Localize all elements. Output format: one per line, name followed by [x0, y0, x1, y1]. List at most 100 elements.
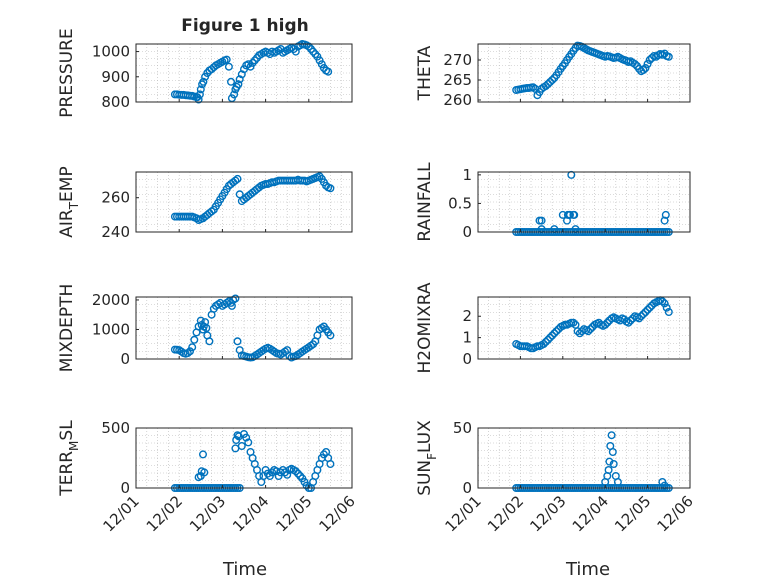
data-point — [326, 460, 335, 469]
y-axis-label: H2OMIXRA — [415, 282, 435, 373]
data-point — [544, 335, 553, 344]
y-axis-label: SUNFLUX — [415, 420, 439, 496]
data-point — [188, 343, 197, 352]
data-point — [624, 318, 633, 327]
y-tick-label: 0 — [120, 479, 130, 497]
y-tick-label: 500 — [101, 419, 130, 437]
y-tick-label: 50 — [453, 419, 472, 437]
y-axis-label-main: AIR — [57, 209, 77, 238]
y-axis-label-tail: EMP — [57, 166, 77, 202]
y-axis-label-main: PRESSURE — [57, 28, 77, 117]
data-point — [233, 431, 242, 440]
y-axis-label-main: SUN — [415, 460, 435, 496]
data-point — [231, 176, 240, 185]
data-point — [662, 303, 671, 312]
data-point — [639, 310, 648, 319]
x-tick-label: 12/06 — [316, 492, 359, 535]
data-point — [541, 337, 550, 346]
data-point — [604, 466, 613, 475]
axes-box — [477, 296, 691, 360]
y-tick-label: 2 — [462, 307, 472, 325]
axes-box — [477, 171, 691, 233]
data-point — [608, 448, 617, 457]
data-point — [200, 468, 209, 477]
data-point — [185, 347, 194, 356]
y-tick-label: 0 — [462, 223, 472, 241]
data-point — [544, 79, 553, 88]
x-tick-label: 12/02 — [484, 492, 527, 535]
data-point — [194, 95, 203, 104]
series-markers — [170, 294, 335, 362]
y-axis-label-subscript: M — [67, 441, 81, 451]
data-point — [641, 308, 650, 317]
y-axis-label: THETA — [415, 45, 435, 101]
data-point — [529, 83, 538, 92]
y-axis-label-subscript: T — [67, 201, 81, 210]
data-point — [231, 444, 240, 453]
data-point — [552, 327, 561, 336]
data-point — [268, 468, 277, 477]
series-markers — [512, 41, 673, 100]
grid — [135, 427, 353, 489]
y-tick-label: 1000 — [92, 320, 130, 338]
data-point — [324, 67, 333, 76]
data-point — [233, 174, 242, 183]
series-markers — [512, 170, 673, 236]
axes-box — [135, 427, 353, 489]
y-axis-label: TERRMSL — [57, 420, 81, 497]
data-point — [199, 77, 208, 86]
data-point — [291, 467, 300, 476]
data-point — [195, 90, 204, 99]
data-point — [537, 216, 546, 225]
subplot-rainfall: 0 0.5 1 RAINFALL — [415, 162, 691, 242]
grid — [477, 43, 691, 103]
data-point — [202, 324, 211, 333]
y-tick-label: 0 — [462, 350, 472, 368]
axes-box — [135, 296, 353, 360]
y-tick-label: 900 — [101, 68, 130, 86]
x-tick-label: 12/04 — [569, 492, 612, 535]
x-tick-label: 12/02 — [143, 492, 186, 535]
y-axis-label-main: TERR — [57, 451, 77, 497]
y-tick-label: 2000 — [92, 291, 130, 309]
data-point — [326, 331, 335, 340]
grid — [135, 296, 353, 360]
y-axis-label-main: RAINFALL — [415, 162, 435, 242]
y-tick-label: 0 — [462, 479, 472, 497]
data-point — [569, 318, 578, 327]
data-point — [603, 318, 612, 327]
data-point — [575, 329, 584, 338]
data-point — [643, 60, 652, 69]
data-point — [235, 75, 244, 84]
series-markers — [170, 430, 335, 493]
data-point — [281, 468, 290, 477]
series-markers — [512, 431, 673, 493]
y-axis-label: PRESSURE — [57, 28, 77, 117]
y-tick-label: 1 — [462, 329, 472, 347]
x-tick-label: 12/05 — [611, 492, 654, 535]
series-markers — [170, 40, 333, 104]
data-point — [190, 335, 199, 344]
data-point — [570, 210, 579, 219]
data-point — [660, 216, 669, 225]
data-point — [660, 481, 669, 490]
data-point — [196, 85, 205, 94]
subplot-theta: 260 265 270 THETA — [415, 41, 691, 109]
y-axis-label-subscript: F — [425, 453, 439, 460]
subplot-h2omixra: 0 1 2 H2OMIXRA — [415, 282, 691, 374]
data-point — [637, 312, 646, 321]
x-tick-label: 12/01 — [100, 492, 143, 535]
y-tick-label: 0.5 — [448, 194, 472, 212]
subplot-terr_msl: 0 500 12/01 12/02 12/03 12/04 12/05 12/06 TERRMS… — [57, 419, 359, 535]
y-tick-label: 0 — [120, 350, 130, 368]
data-point — [609, 460, 618, 469]
y-tick-label: 1000 — [92, 43, 130, 61]
data-point — [235, 190, 244, 199]
data-point — [294, 469, 303, 478]
data-point — [550, 329, 559, 338]
x-axis-label-right: Time — [565, 559, 610, 580]
subplot-pressure: 800 900 1000 PRESSURE — [57, 28, 353, 118]
data-point — [645, 303, 654, 312]
axes-box — [135, 43, 353, 103]
